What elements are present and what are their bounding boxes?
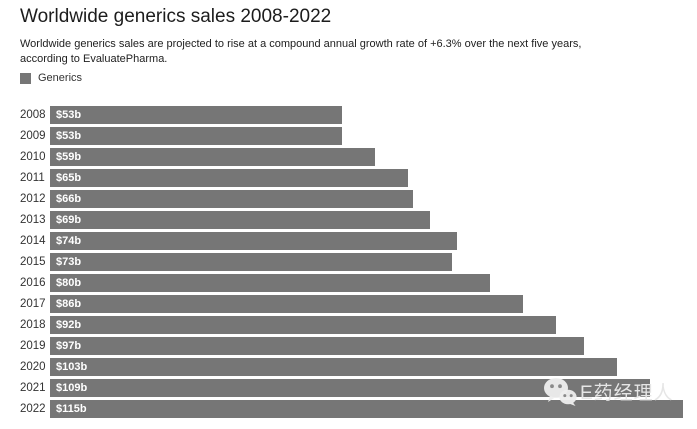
value-label: $115b <box>56 403 87 415</box>
value-label: $92b <box>56 319 82 331</box>
year-label: 2012 <box>20 193 46 205</box>
year-label: 2020 <box>20 361 46 373</box>
value-label: $53b <box>56 109 82 121</box>
year-label: 2010 <box>20 151 46 163</box>
bar-2008: $53b <box>50 106 342 124</box>
bar-2010: $59b <box>50 148 375 166</box>
bar-2018: $92b <box>50 316 557 334</box>
legend-swatch <box>20 72 31 84</box>
bar-track: $69b <box>50 211 683 229</box>
bar-track: $115b <box>50 400 683 418</box>
value-label: $59b <box>56 151 82 163</box>
year-label: 2015 <box>20 256 46 268</box>
value-label: $53b <box>56 130 82 142</box>
chart-row: 2020 $103b <box>20 358 683 376</box>
bar-chart: 2008 $53b 2009 $53b 2010 $59b 2011 $65b 2012 $66b… <box>20 106 683 421</box>
year-label: 2018 <box>20 319 46 331</box>
chart-row: 2019 $97b <box>20 337 683 355</box>
chart-row: 2011 $65b <box>20 169 683 187</box>
value-label: $80b <box>56 277 82 289</box>
bar-2013: $69b <box>50 211 430 229</box>
chart-row: 2017 $86b <box>20 295 683 313</box>
value-label: $109b <box>56 382 88 394</box>
bar-2012: $66b <box>50 190 414 208</box>
chart-row: 2009 $53b <box>20 127 683 145</box>
chart-subtitle: Worldwide generics sales are projected t… <box>20 38 582 65</box>
bar-2014: $74b <box>50 232 458 250</box>
chart-title: Worldwide generics sales 2008-2022 <box>20 6 332 27</box>
year-label: 2011 <box>20 172 45 184</box>
bar-2022: $115b <box>50 400 683 418</box>
value-label: $65b <box>56 172 82 184</box>
value-label: $69b <box>56 214 82 226</box>
bar-track: $66b <box>50 190 683 208</box>
year-label: 2022 <box>20 403 46 415</box>
bar-track: $53b <box>50 127 683 145</box>
value-label: $97b <box>56 340 82 352</box>
bar-track: $86b <box>50 295 683 313</box>
bar-2017: $86b <box>50 295 524 313</box>
bar-2016: $80b <box>50 274 491 292</box>
value-label: $103b <box>56 361 88 373</box>
year-label: 2017 <box>20 298 46 310</box>
bar-2019: $97b <box>50 337 584 355</box>
year-label: 2019 <box>20 340 46 352</box>
bar-2009: $53b <box>50 127 342 145</box>
bar-track: $74b <box>50 232 683 250</box>
year-label: 2013 <box>20 214 46 226</box>
chart-row: 2010 $59b <box>20 148 683 166</box>
bar-track: $53b <box>50 106 683 124</box>
legend: Generics <box>20 72 82 84</box>
bar-track: $109b <box>50 379 683 397</box>
chart-row: 2021 $109b <box>20 379 683 397</box>
bar-2011: $65b <box>50 169 408 187</box>
chart-row: 2015 $73b <box>20 253 683 271</box>
bar-2021: $109b <box>50 379 650 397</box>
bar-track: $65b <box>50 169 683 187</box>
value-label: $73b <box>56 256 82 268</box>
chart-row: 2018 $92b <box>20 316 683 334</box>
bar-track: $59b <box>50 148 683 166</box>
chart-row: 2016 $80b <box>20 274 683 292</box>
year-label: 2008 <box>20 109 46 121</box>
bar-track: $97b <box>50 337 683 355</box>
year-label: 2016 <box>20 277 46 289</box>
value-label: $66b <box>56 193 82 205</box>
bar-2015: $73b <box>50 253 452 271</box>
bar-track: $80b <box>50 274 683 292</box>
legend-label: Generics <box>38 72 83 84</box>
year-label: 2021 <box>20 382 46 394</box>
bar-2020: $103b <box>50 358 617 376</box>
value-label: $86b <box>56 298 82 310</box>
year-label: 2009 <box>20 130 46 142</box>
bar-track: $73b <box>50 253 683 271</box>
chart-row: 2022 $115b <box>20 400 683 418</box>
chart-row: 2008 $53b <box>20 106 683 124</box>
chart-row: 2013 $69b <box>20 211 683 229</box>
bar-track: $92b <box>50 316 683 334</box>
chart-row: 2012 $66b <box>20 190 683 208</box>
year-label: 2014 <box>20 235 46 247</box>
chart-row: 2014 $74b <box>20 232 683 250</box>
value-label: $74b <box>56 235 82 247</box>
bar-track: $103b <box>50 358 683 376</box>
